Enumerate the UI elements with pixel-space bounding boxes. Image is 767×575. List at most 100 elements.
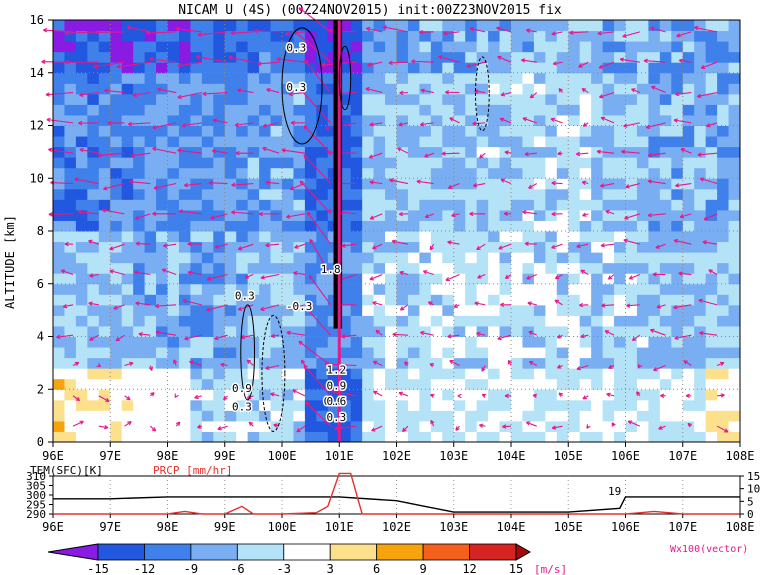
wind-cell	[442, 283, 455, 295]
wind-cell	[648, 72, 661, 84]
wind-cell	[98, 252, 111, 264]
wind-cell	[316, 178, 329, 190]
wind-cell	[224, 315, 237, 327]
wind-cell	[293, 125, 306, 137]
wind-cell	[396, 325, 409, 337]
wind-cell	[568, 178, 581, 190]
wind-cell	[602, 294, 615, 306]
wind-cell	[705, 125, 718, 137]
wind-cell	[419, 72, 432, 84]
wind-cell	[144, 114, 157, 126]
surface-x-tick-label: 102E	[382, 520, 411, 534]
wind-cell	[636, 431, 649, 443]
colorbar-tick-label: 6	[373, 562, 380, 575]
wind-cell	[522, 389, 535, 401]
wind-cell	[522, 199, 535, 211]
wind-cell	[385, 357, 397, 369]
wind-cell	[385, 220, 397, 232]
wind-cell	[304, 336, 317, 348]
wind-cell	[362, 368, 375, 380]
wind-cell	[430, 62, 443, 74]
wind-vector	[623, 122, 640, 128]
wind-cell	[488, 136, 501, 148]
wind-cell	[636, 368, 649, 380]
wind-cell	[247, 420, 260, 432]
wind-cell	[110, 136, 123, 148]
wind-cell	[64, 114, 77, 126]
wind-cell	[178, 389, 191, 401]
wind-cell	[167, 220, 180, 232]
wind-cell	[407, 231, 420, 243]
wind-cell	[316, 209, 329, 221]
wind-cell	[259, 136, 272, 148]
wind-cell	[591, 241, 604, 253]
wind-cell	[602, 325, 615, 337]
wind-cell	[190, 389, 203, 401]
wind-cell	[533, 20, 546, 32]
wind-cell	[453, 41, 466, 53]
wind-cell	[110, 93, 123, 105]
wind-cell	[350, 273, 363, 285]
wind-cell	[659, 252, 672, 264]
wind-cell	[728, 167, 741, 179]
wind-cell	[385, 231, 397, 243]
contour-label: 0.6	[324, 395, 344, 408]
wind-cell	[339, 51, 352, 63]
wind-cell	[614, 241, 626, 253]
wind-cell	[499, 304, 512, 316]
wind-cell	[728, 20, 741, 32]
wind-cell	[511, 315, 523, 327]
wind-cell	[511, 178, 523, 190]
wind-cell	[167, 93, 180, 105]
wind-cell	[121, 51, 134, 63]
wind-vector	[299, 180, 332, 215]
wind-cell	[373, 304, 386, 316]
wind-cell	[350, 304, 363, 316]
wind-cell	[144, 62, 157, 74]
wind-cell	[213, 20, 226, 32]
wind-vector	[649, 328, 666, 336]
wind-cell	[636, 315, 649, 327]
wind-cell	[602, 41, 615, 53]
wind-cell	[201, 114, 214, 126]
wind-cell	[419, 347, 432, 359]
wind-cell	[671, 209, 684, 221]
wind-cell	[362, 72, 375, 84]
wind-cell	[201, 125, 214, 137]
wind-vector	[586, 424, 591, 429]
wind-cell	[682, 315, 695, 327]
wind-cell	[282, 167, 294, 179]
wind-cell	[465, 72, 478, 84]
wind-cell	[236, 410, 249, 422]
wind-cell	[419, 410, 432, 422]
wind-vector	[303, 125, 332, 154]
wind-cell	[465, 83, 478, 95]
temperature-line	[53, 496, 740, 513]
wind-vector	[162, 243, 177, 248]
wind-cell	[213, 241, 226, 253]
wind-cell	[327, 431, 340, 443]
wind-cell	[133, 62, 146, 74]
temperature-legend: TEM(SFC)[K]	[30, 464, 103, 477]
wind-cell	[110, 72, 123, 84]
wind-cell	[396, 273, 409, 285]
wind-cell	[316, 136, 329, 148]
surface-x-tick-label: 100E	[268, 520, 297, 534]
wind-cell	[236, 241, 249, 253]
contour-label: 0.3	[232, 400, 252, 413]
wind-cell	[144, 304, 157, 316]
wind-cell	[133, 72, 146, 84]
wind-cell	[121, 357, 134, 369]
wind-cell	[316, 378, 329, 390]
wind-cell	[167, 347, 180, 359]
wind-cell	[522, 431, 535, 443]
wind-cell	[591, 20, 604, 32]
wind-cell	[705, 83, 718, 95]
wind-cell	[167, 283, 180, 295]
wind-cell	[476, 72, 489, 84]
cross-section-panel: 0.30.30.3-0.31.80.90.3 0.61.20.90.60.3 96…	[3, 7, 754, 463]
wind-vector	[624, 213, 640, 220]
wind-cell	[167, 167, 180, 179]
wind-cell	[533, 378, 546, 390]
wind-vector	[625, 182, 640, 189]
